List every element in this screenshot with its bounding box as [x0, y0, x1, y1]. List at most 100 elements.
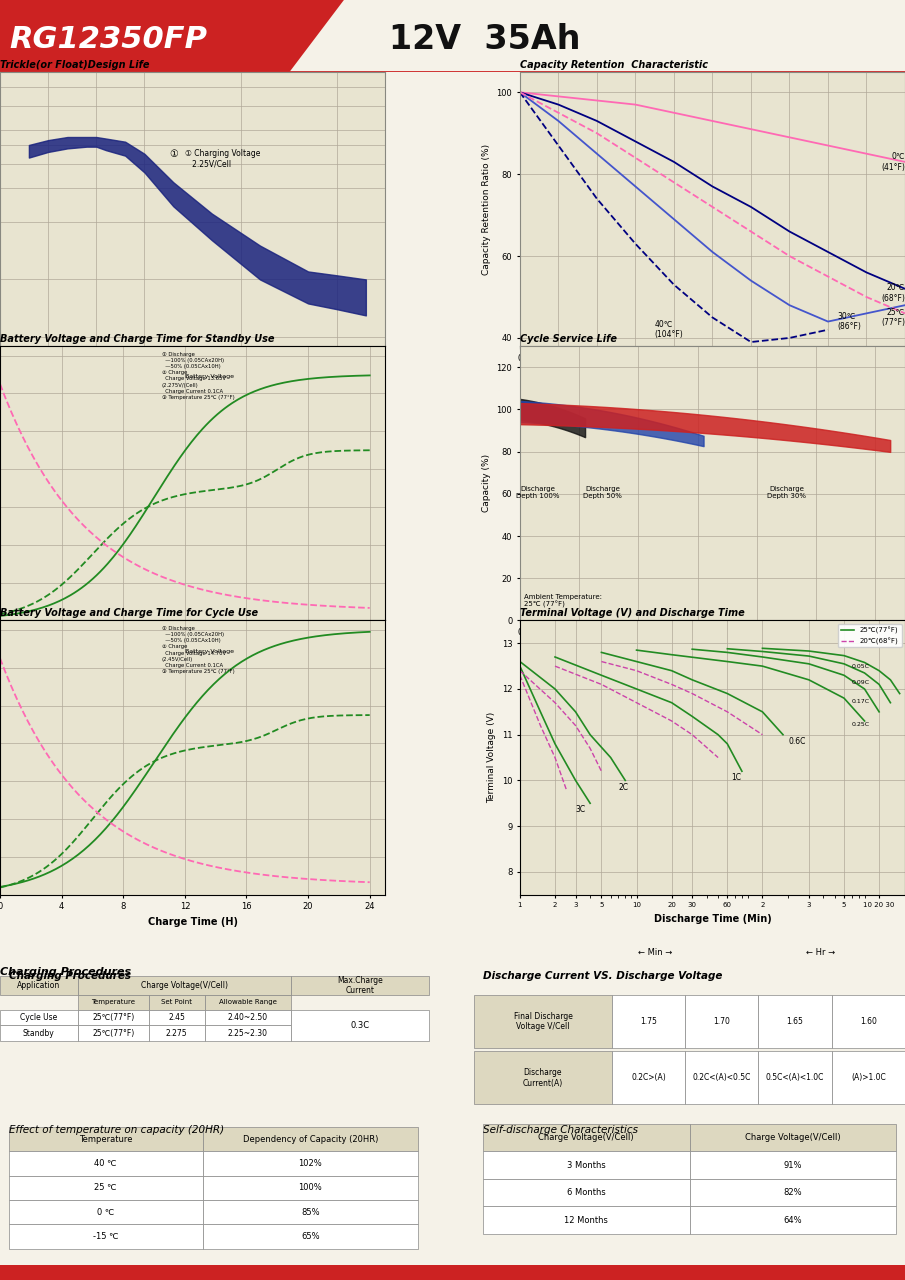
Text: 65%: 65%: [301, 1233, 319, 1242]
Text: ← Hr →: ← Hr →: [805, 948, 834, 957]
Text: Max.Charge
Current: Max.Charge Current: [337, 975, 383, 995]
Text: 1C: 1C: [731, 773, 741, 782]
Bar: [758, 1051, 832, 1105]
Bar: [832, 1051, 905, 1105]
Bar: [203, 1201, 418, 1225]
X-axis label: Temperature (°C): Temperature (°C): [145, 369, 240, 379]
Bar: [474, 1051, 612, 1105]
Text: Battery Voltage and Charge Time for Standby Use: Battery Voltage and Charge Time for Stan…: [0, 334, 274, 344]
Bar: [148, 1010, 205, 1025]
Text: Self-discharge Characteristics: Self-discharge Characteristics: [482, 1125, 638, 1135]
Bar: [203, 1225, 418, 1249]
Bar: [482, 1124, 690, 1152]
Text: Battery Voltage: Battery Voltage: [185, 649, 233, 654]
Bar: [78, 995, 148, 1010]
Text: 0.3C: 0.3C: [350, 1021, 369, 1030]
Text: 12 Months: 12 Months: [564, 1216, 608, 1225]
Text: ①: ①: [169, 148, 178, 159]
Text: 0.2C>(A): 0.2C>(A): [631, 1074, 666, 1083]
Text: 3C: 3C: [576, 805, 586, 814]
Text: 100%: 100%: [299, 1184, 322, 1193]
Bar: [9, 1128, 203, 1152]
Text: Dependency of Capacity (20HR): Dependency of Capacity (20HR): [243, 1135, 378, 1144]
Bar: [78, 977, 291, 995]
Text: 25℃(77°F): 25℃(77°F): [92, 1014, 134, 1023]
X-axis label: Charge Time (H): Charge Time (H): [148, 643, 237, 653]
Text: 2.25~2.30: 2.25~2.30: [228, 1029, 268, 1038]
Text: 6 Months: 6 Months: [567, 1188, 605, 1197]
Text: Charge Voltage(V/Cell): Charge Voltage(V/Cell): [745, 1133, 841, 1142]
Bar: [203, 1152, 418, 1176]
Text: Discharge
Depth 50%: Discharge Depth 50%: [584, 486, 623, 499]
Text: 3 Months: 3 Months: [567, 1161, 605, 1170]
Text: 82%: 82%: [784, 1188, 802, 1197]
Text: Battery Voltage and Charge Time for Cycle Use: Battery Voltage and Charge Time for Cycl…: [0, 608, 258, 618]
Text: Battery Voltage: Battery Voltage: [185, 374, 233, 379]
Text: 0.25C: 0.25C: [852, 722, 870, 727]
Text: Discharge
Current(A): Discharge Current(A): [523, 1068, 563, 1088]
Text: 2.275: 2.275: [166, 1029, 187, 1038]
Text: Standby: Standby: [23, 1029, 54, 1038]
Bar: [758, 995, 832, 1048]
Text: Application: Application: [17, 980, 61, 989]
Y-axis label: Capacity (%): Capacity (%): [482, 454, 491, 512]
Text: 0.6C: 0.6C: [788, 737, 805, 746]
Y-axis label: Terminal Voltage (V): Terminal Voltage (V): [487, 712, 496, 803]
Bar: [482, 1152, 690, 1179]
Text: 0.09C: 0.09C: [852, 681, 870, 685]
Bar: [690, 1152, 896, 1179]
Legend: 25℃(77°F), 20℃(68°F): 25℃(77°F), 20℃(68°F): [838, 623, 901, 648]
Text: Set Point: Set Point: [161, 1000, 192, 1005]
Text: Charge Voltage(V/Cell): Charge Voltage(V/Cell): [141, 980, 228, 989]
Bar: [78, 1010, 148, 1025]
Text: 91%: 91%: [784, 1161, 802, 1170]
Text: Allowable Range: Allowable Range: [219, 1000, 277, 1005]
X-axis label: Charge Time (H): Charge Time (H): [148, 916, 237, 927]
Text: Temperature: Temperature: [79, 1135, 132, 1144]
Bar: [291, 977, 429, 995]
Text: 102%: 102%: [299, 1160, 322, 1169]
Text: 20℃
(68°F): 20℃ (68°F): [881, 283, 905, 302]
Bar: [78, 1025, 148, 1041]
Text: Discharge
Depth 30%: Discharge Depth 30%: [767, 486, 806, 499]
Bar: [205, 1010, 291, 1025]
Text: 0.17C: 0.17C: [852, 699, 870, 704]
Bar: [9, 1225, 203, 1249]
Text: ← Min →: ← Min →: [637, 948, 672, 957]
Text: ① Discharge
  —100% (0.05CAx20H)
  —50% (0.05CAx10H)
② Charge
  Charge Voltage 1: ① Discharge —100% (0.05CAx20H) —50% (0.0…: [162, 626, 234, 675]
Bar: [0, 1010, 78, 1025]
Text: Final Discharge
Voltage V/Cell: Final Discharge Voltage V/Cell: [513, 1011, 573, 1032]
Y-axis label: Capacity Retention Ratio (%): Capacity Retention Ratio (%): [482, 143, 491, 274]
Text: Effect of temperature on capacity (20HR): Effect of temperature on capacity (20HR): [9, 1125, 224, 1135]
Text: 2.40~2.50: 2.40~2.50: [228, 1014, 268, 1023]
Text: 25 ℃: 25 ℃: [94, 1184, 117, 1193]
Bar: [685, 995, 758, 1048]
Bar: [9, 1201, 203, 1225]
Text: Trickle(or Float)Design Life: Trickle(or Float)Design Life: [0, 60, 149, 69]
Text: -15 ℃: -15 ℃: [93, 1233, 119, 1242]
Text: 2.45: 2.45: [168, 1014, 186, 1023]
Text: 0.2C<(A)<0.5C: 0.2C<(A)<0.5C: [692, 1074, 751, 1083]
Text: Terminal Voltage (V) and Discharge Time: Terminal Voltage (V) and Discharge Time: [519, 608, 745, 618]
Text: 64%: 64%: [784, 1216, 802, 1225]
Bar: [148, 1025, 205, 1041]
X-axis label: Discharge Time (Min): Discharge Time (Min): [653, 914, 771, 924]
Bar: [690, 1179, 896, 1206]
Text: Temperature: Temperature: [91, 1000, 135, 1005]
Text: 12V  35Ah: 12V 35Ah: [389, 23, 581, 56]
Bar: [148, 995, 205, 1010]
Bar: [291, 1010, 429, 1041]
Polygon shape: [0, 0, 344, 72]
Bar: [832, 995, 905, 1048]
Text: 40℃
(104°F): 40℃ (104°F): [654, 320, 683, 339]
Text: 0.5C<(A)<1.0C: 0.5C<(A)<1.0C: [766, 1074, 824, 1083]
Text: 1.60: 1.60: [860, 1016, 877, 1025]
Bar: [203, 1128, 418, 1152]
Bar: [612, 1051, 685, 1105]
Bar: [482, 1206, 690, 1234]
Text: 1.75: 1.75: [640, 1016, 657, 1025]
Bar: [612, 995, 685, 1048]
X-axis label: Number of Cycles (Times): Number of Cycles (Times): [642, 643, 783, 653]
Text: RG12350FP: RG12350FP: [9, 26, 207, 54]
Bar: [0, 977, 78, 995]
